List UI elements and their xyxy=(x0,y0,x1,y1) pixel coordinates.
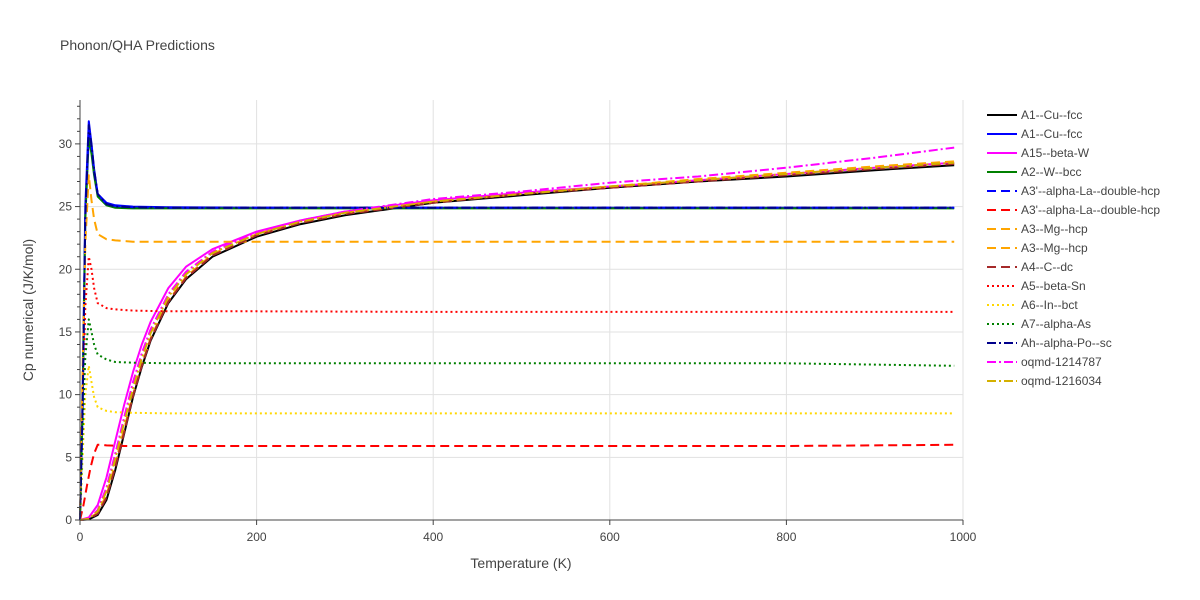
series-line-11 xyxy=(79,318,955,521)
legend-label-7: A3--Mg--hcp xyxy=(1021,241,1088,255)
grid xyxy=(80,100,964,520)
y-tick-label: 15 xyxy=(59,325,73,339)
legend-label-13: oqmd-1214787 xyxy=(1021,355,1102,369)
x-tick-label: 400 xyxy=(423,530,443,544)
legend-label-11: A7--alpha-As xyxy=(1021,317,1091,331)
series-layer xyxy=(79,120,955,521)
legend-label-8: A4--C--dc xyxy=(1021,260,1073,274)
axes: 0 200 400 600 800 1000 0 5 10 15 20 25 30 xyxy=(59,100,977,544)
legend-label-10: A6--In--bct xyxy=(1021,298,1078,312)
y-tick-label: 10 xyxy=(59,388,73,402)
x-tick-label: 1000 xyxy=(950,530,977,544)
legend-label-14: oqmd-1216034 xyxy=(1021,374,1102,388)
legend-label-6: A3--Mg--hcp xyxy=(1021,222,1088,236)
series-line-8 xyxy=(79,162,955,521)
series-line-9 xyxy=(79,255,955,521)
y-tick-label: 30 xyxy=(59,137,73,151)
series-line-1 xyxy=(79,120,955,521)
x-tick-label: 200 xyxy=(247,530,267,544)
series-line-5 xyxy=(79,443,955,521)
x-tick-label: 800 xyxy=(776,530,796,544)
legend: A1--Cu--fcc A1--Cu--fcc A15--beta-W A2--W--… xyxy=(987,108,1160,388)
series-line-14 xyxy=(79,161,955,521)
series-line-10 xyxy=(79,364,955,521)
legend-label-1: A1--Cu--fcc xyxy=(1021,127,1082,141)
y-axis-label: Cp numerical (J/K/mol) xyxy=(20,239,36,381)
legend-label-4: A3'--alpha-La--double-hcp xyxy=(1021,184,1160,198)
series-line-0 xyxy=(79,164,955,521)
legend-label-0: A1--Cu--fcc xyxy=(1021,108,1082,122)
x-axis-label: Temperature (K) xyxy=(470,555,571,571)
series-line-2 xyxy=(79,161,955,521)
y-tick-label: 20 xyxy=(59,262,73,276)
series-line-6 xyxy=(79,174,955,521)
series-line-12 xyxy=(79,124,955,521)
legend-label-9: A5--beta-Sn xyxy=(1021,279,1086,293)
legend-label-3: A2--W--bcc xyxy=(1021,165,1081,179)
legend-label-12: Ah--alpha-Po--sc xyxy=(1021,336,1112,350)
legend-label-5: A3'--alpha-La--double-hcp xyxy=(1021,203,1160,217)
y-tick-label: 5 xyxy=(65,450,72,464)
y-tick-label: 0 xyxy=(65,513,72,527)
series-line-13 xyxy=(79,146,955,521)
legend-label-2: A15--beta-W xyxy=(1021,146,1090,160)
y-tick-label: 25 xyxy=(59,200,73,214)
series-line-7 xyxy=(79,160,955,521)
chart-title: Phonon/QHA Predictions xyxy=(60,37,215,53)
series-line-4 xyxy=(79,127,955,521)
x-tick-label: 600 xyxy=(600,530,620,544)
x-tick-label: 0 xyxy=(77,530,84,544)
